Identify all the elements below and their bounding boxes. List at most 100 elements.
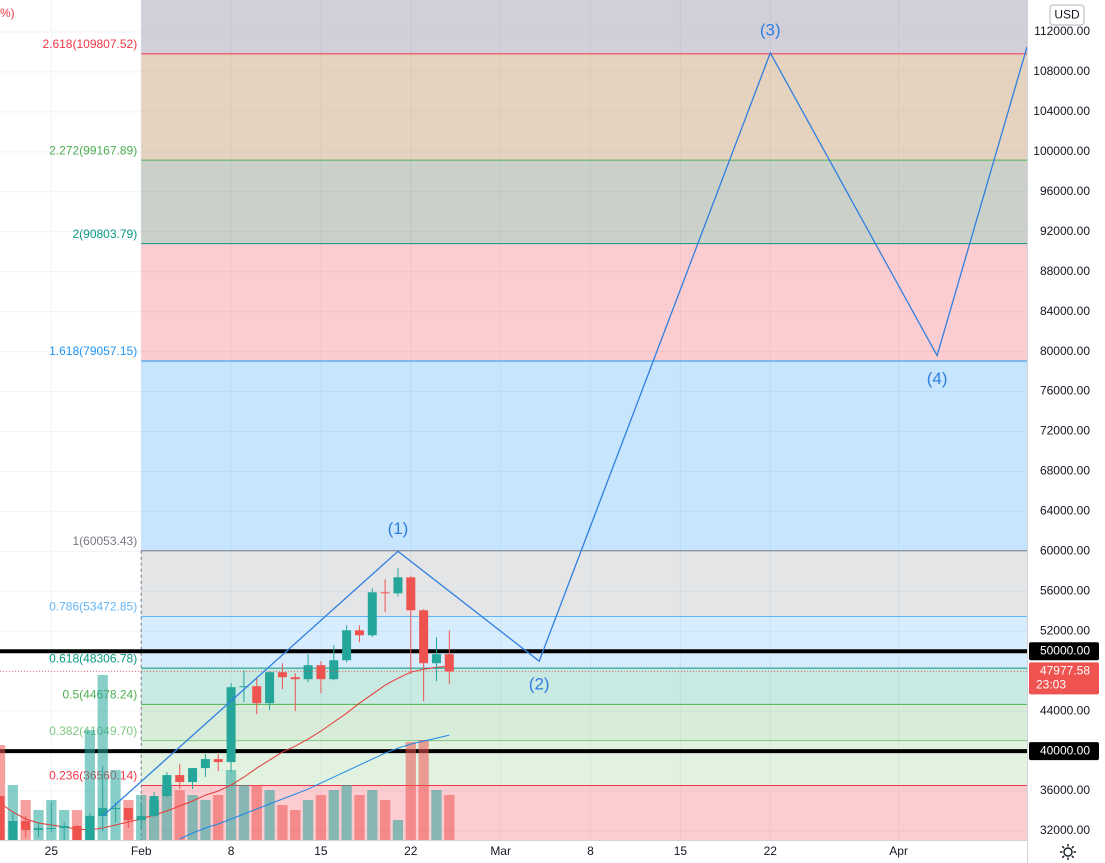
candle-body [188,768,198,783]
volume-bar [392,820,404,840]
volume-bar [174,790,185,840]
candle-body [175,775,185,783]
candle-body [123,808,133,821]
fib-band [141,785,1027,840]
candle-body [380,592,390,594]
fib-level-label: 2.272(99167.89) [49,143,137,157]
candle-body [149,796,159,817]
fib-level-label: 2.618(109807.52) [42,37,137,51]
candle-body [367,592,377,636]
volume-bar [213,795,224,840]
volume-bar [71,810,83,840]
settings-icon-spokes [1060,844,1076,860]
y-tick-label: 108000.00 [1033,64,1090,78]
currency-button[interactable] [1049,4,1085,26]
fib-band [141,704,1027,741]
y-tick-label: 100000.00 [1033,144,1090,158]
volume-bar [264,790,275,840]
candle-body [136,816,146,821]
volume-bar [379,800,391,840]
wave-label: (3) [760,20,781,39]
x-tick-label: Mar [490,844,511,858]
volume-bar [97,675,108,840]
fib-level-label: 1(60053.43) [72,534,137,548]
volume-bar [187,795,198,840]
volume-bar [354,795,365,840]
y-tick-label: 72000.00 [1040,424,1090,438]
candle-body [8,821,18,840]
candle-body [85,816,95,840]
volume-bar [277,805,288,840]
y-tick-label: 52000.00 [1040,623,1090,637]
candle-body [265,672,275,704]
candle-body [277,672,287,678]
volume-bar [84,730,95,840]
y-tick-label: 112000.00 [1034,24,1090,38]
candle-body [252,686,262,704]
volume-bar [315,795,327,840]
corner-label: %) [0,6,15,20]
y-tick-label: 92000.00 [1040,224,1090,238]
y-tick-label: 60000.00 [1040,544,1090,558]
axes: 32000.0036000.0040000.0044000.0048000.00… [45,24,1099,858]
x-tick-label: 8 [228,844,235,858]
price-tag-label: 40000.00 [1040,743,1090,757]
volume-bar [290,810,301,840]
candle-body [162,775,172,797]
candle-body [98,808,108,817]
fib-band [141,0,1027,54]
candle-body [406,577,416,611]
countdown-label: 23:03 [1036,678,1066,692]
fib-band [141,668,1027,705]
settings-icon[interactable] [1060,844,1076,860]
volume-bar [341,785,352,840]
wave-label: (2) [529,675,550,694]
fib-level-label: 0.786(53472.85) [49,600,137,614]
candle-body [226,687,236,763]
candle-body [303,665,313,680]
candle-body [239,686,249,688]
y-tick-label: 68000.00 [1040,464,1090,478]
y-tick-label: 104000.00 [1033,104,1090,118]
price-tag-label: 50000.00 [1040,643,1090,657]
candle-body [329,660,339,680]
fib-band [141,550,1027,617]
x-tick-label: 25 [45,844,59,858]
y-tick-label: 84000.00 [1040,304,1090,318]
candle-body [72,826,82,840]
x-tick-label: 22 [404,844,418,858]
x-tick-label: 22 [764,844,778,858]
x-tick-label: 15 [674,844,688,858]
fib-band [141,160,1027,244]
price-tag [1029,642,1099,661]
y-tick-label: 44000.00 [1040,703,1090,717]
candle-body [21,821,31,831]
y-tick-label: 96000.00 [1040,184,1090,198]
moving-average-line [179,734,450,840]
plot-area: 0.236(36560.14)0.382(41049.70)0.5(44678.… [0,0,1027,840]
candle-body [0,796,5,840]
fib-band [141,740,1027,786]
fib-band [141,53,1027,161]
candle-body [59,826,69,829]
candle-body [34,828,44,831]
y-tick-label: 56000.00 [1040,583,1090,597]
last-price-tag [1029,662,1099,695]
volume-bar [418,740,429,840]
volume-bar [161,785,173,840]
wave-label: (1) [388,519,409,538]
candle-body [213,759,223,763]
volume-bar [251,785,262,840]
x-tick-label: Feb [131,844,152,858]
y-tick-label: 88000.00 [1040,264,1090,278]
volume-bar [302,800,314,840]
y-tick-label: 64000.00 [1040,504,1090,518]
fib-level-label: 0.618(48306.78) [49,651,137,665]
candle-body [431,654,441,664]
volume-bar [444,795,455,840]
candle-body [342,630,352,661]
wave-label: (4) [927,369,948,388]
wave-path [102,46,1027,817]
fib-level-label: 2(90803.79) [72,227,137,241]
y-tick-label: 80000.00 [1040,344,1090,358]
